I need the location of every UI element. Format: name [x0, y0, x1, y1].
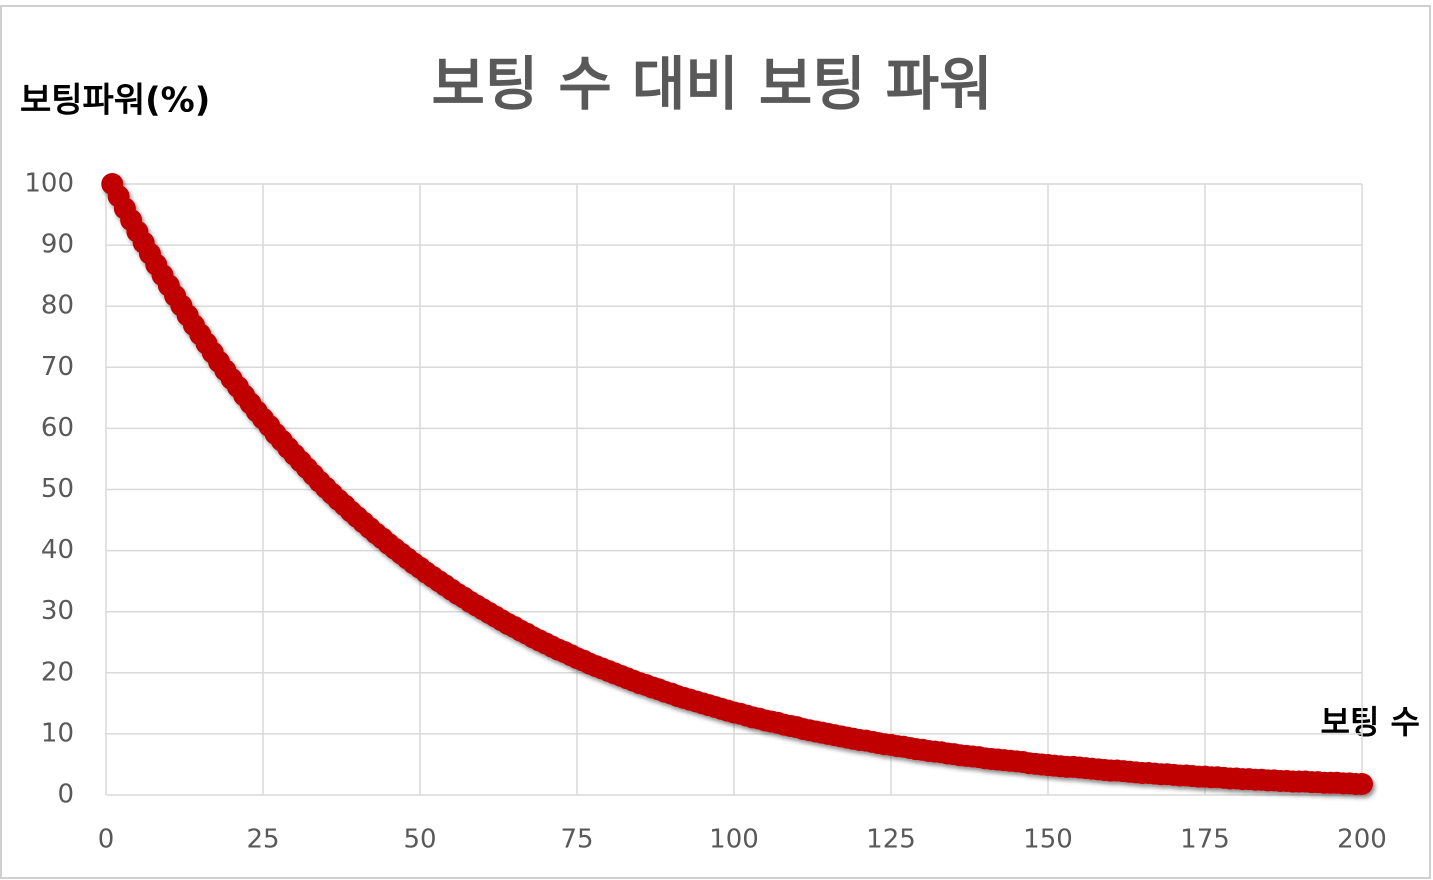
x-tick-label: 175	[1180, 825, 1230, 855]
y-tick-label: 50	[41, 474, 74, 504]
x-tick-label: 125	[866, 825, 916, 855]
y-tick-label: 80	[41, 291, 74, 321]
x-tick-label: 100	[709, 825, 759, 855]
data-point	[1351, 773, 1373, 796]
x-tick-label: 150	[1023, 825, 1073, 855]
x-tick-label: 0	[98, 825, 115, 855]
y-tick-label: 40	[41, 535, 74, 565]
y-tick-label: 100	[24, 169, 74, 199]
y-axis-label: 보팅파워(%)	[20, 81, 210, 121]
x-tick-label: 50	[403, 825, 436, 855]
y-tick-label: 30	[41, 596, 74, 626]
y-tick-label: 60	[41, 413, 74, 443]
y-tick-label: 70	[41, 352, 74, 382]
y-tick-label: 90	[41, 230, 74, 260]
x-tick-label: 25	[246, 825, 279, 855]
y-tick-label: 10	[41, 718, 74, 748]
chart-border	[0, 5, 1431, 879]
y-tick-label: 20	[41, 657, 74, 687]
x-axis-label: 보팅 수	[1321, 703, 1420, 741]
x-tick-label: 200	[1337, 825, 1387, 855]
chart-title: 보팅 수 대비 보팅 파워	[431, 50, 992, 118]
y-tick-label: 0	[57, 780, 74, 810]
x-tick-label: 75	[560, 825, 593, 855]
